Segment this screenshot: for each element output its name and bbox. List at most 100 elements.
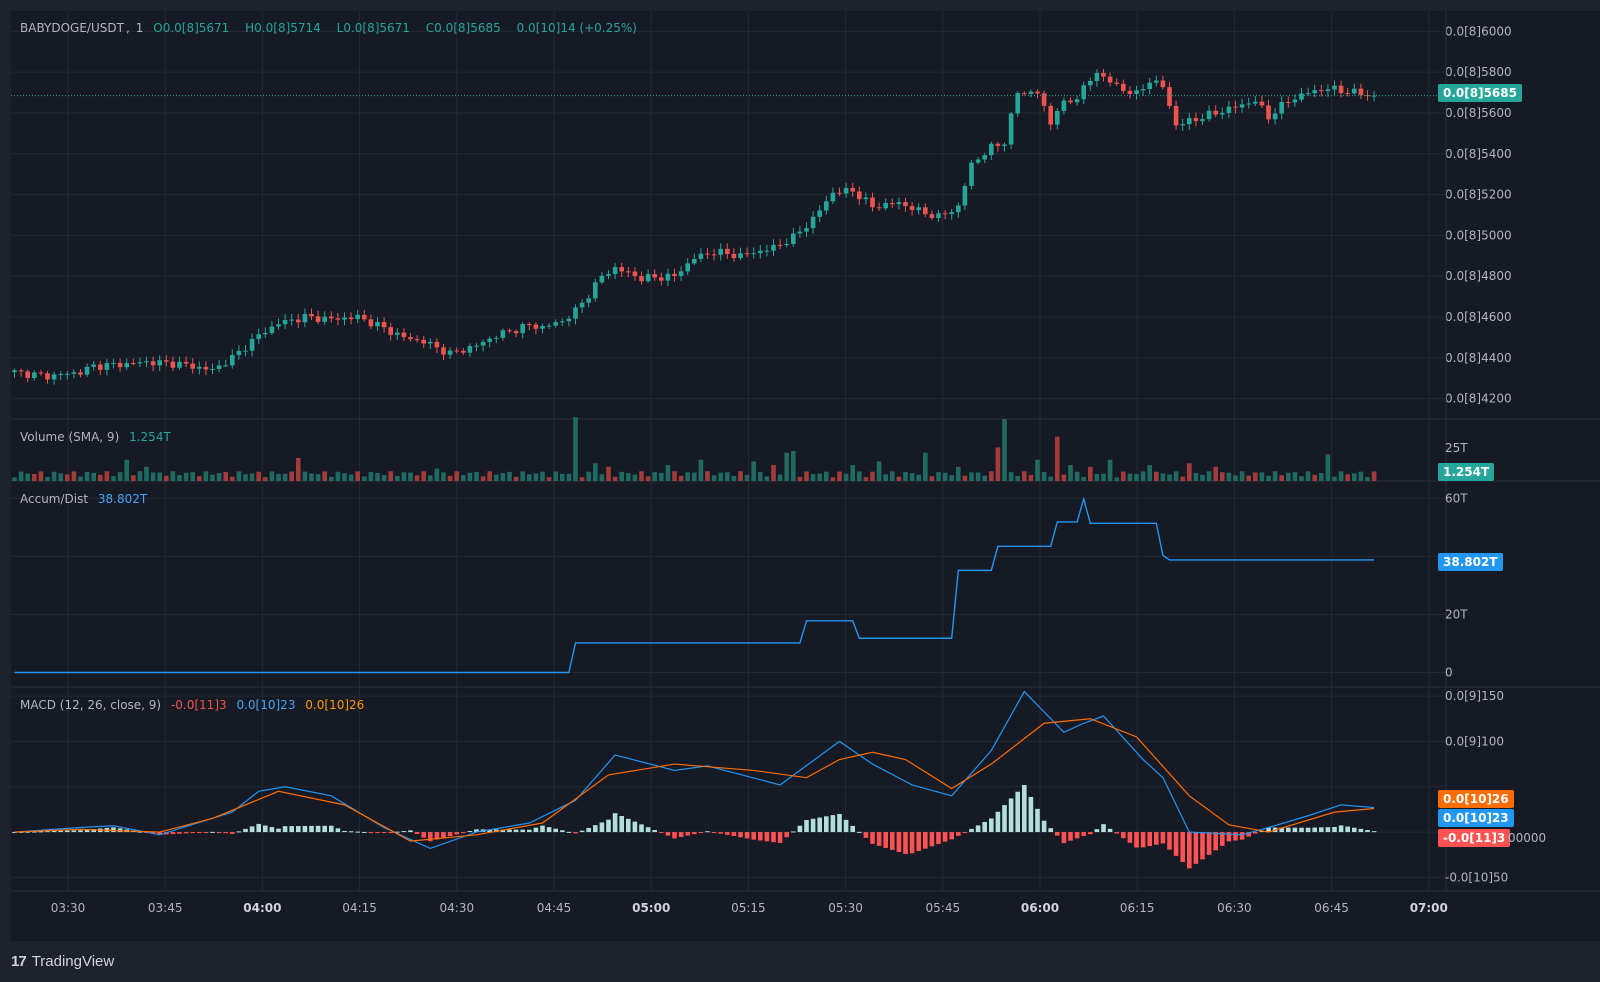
candle-body	[1015, 93, 1020, 114]
candle-body	[751, 253, 756, 255]
macd-histogram-bar	[111, 827, 116, 833]
macd-histogram-bar	[230, 832, 235, 834]
volume-legend: Volume (SMA, 9) 1.254T	[20, 430, 177, 444]
brand-name[interactable]: TradingView	[31, 952, 115, 970]
interval-label[interactable]: 1	[135, 21, 144, 35]
candle-body	[269, 326, 275, 333]
macd-line	[14, 690, 1375, 850]
volume-bar	[368, 472, 374, 481]
candle-body	[480, 341, 486, 346]
candle-body	[1213, 110, 1218, 115]
macd-histogram-bar	[685, 832, 690, 836]
candle-body	[71, 372, 77, 374]
candle-body	[322, 316, 327, 322]
volume-bar	[923, 452, 928, 481]
macd-histogram-bar	[586, 827, 591, 833]
candle-body	[1246, 103, 1251, 105]
candle-body	[593, 282, 598, 299]
x-tick-label: 05:00	[632, 901, 670, 915]
volume-bar	[956, 466, 961, 481]
macd-histogram-bar	[276, 828, 281, 833]
macd-histogram-bar	[705, 831, 710, 833]
volume-bar	[12, 477, 17, 481]
volume-bar	[962, 475, 968, 481]
volume-bar	[401, 472, 407, 481]
macd-histogram-bar	[1371, 831, 1377, 833]
candle-body	[329, 316, 334, 319]
macd-histogram-bar	[975, 825, 981, 833]
candle-body	[969, 162, 974, 187]
candle-body	[777, 244, 783, 246]
volume-bar	[527, 474, 532, 481]
candle-body	[784, 244, 789, 246]
macd-histogram-bar	[1121, 832, 1126, 839]
candle-body	[249, 338, 255, 351]
macd-histogram-bar	[474, 829, 479, 833]
x-tick-label: 03:30	[51, 901, 86, 915]
volume-bar	[467, 472, 473, 481]
volume-bar	[164, 475, 169, 481]
macd-histogram-bar	[322, 825, 327, 833]
candle-body	[645, 274, 651, 282]
volume-bar	[98, 474, 103, 481]
candle-body	[560, 321, 565, 323]
candle-body	[1048, 105, 1053, 125]
volume-bar	[1008, 472, 1014, 481]
volume-bar	[414, 475, 420, 481]
chart-canvas[interactable]: 03:30 03:45 04:00 04:15 04:30 04:45 05:00 05:15…	[11, 11, 1600, 941]
volume-bar	[236, 471, 242, 481]
candle-body	[447, 350, 453, 355]
volume-bar	[863, 477, 869, 481]
macd-histogram-bar	[329, 825, 334, 833]
symbol-name[interactable]: BABYDOGE/USDT	[20, 21, 124, 35]
price-tick-label: 0.0[8]5600	[1445, 106, 1512, 120]
candle-body	[1167, 87, 1172, 106]
volume-bar	[276, 473, 281, 481]
macd-label[interactable]: MACD (12, 26, close, 9)	[20, 698, 162, 712]
volume-bar	[243, 474, 248, 481]
volume-bar	[751, 461, 756, 481]
macd-histogram-bar	[1035, 808, 1040, 833]
price-tick-label: 0.0[8]5800	[1445, 65, 1512, 79]
volume-bar	[758, 472, 763, 481]
macd-histogram-bar	[1022, 785, 1027, 833]
candle-body	[923, 207, 928, 215]
last-price-badge: 0.0[8]5685	[1438, 84, 1522, 102]
macd-histogram-bar	[71, 830, 77, 833]
volume-bar	[718, 472, 723, 481]
price-tick-label: 0.0[8]5400	[1445, 147, 1512, 161]
macd-histogram-bar	[725, 832, 730, 835]
candle-body	[1325, 89, 1331, 92]
macd-histogram-bar	[1305, 827, 1311, 833]
macd-histogram-bar	[1147, 832, 1152, 847]
candle-body	[51, 374, 57, 380]
candle-body	[975, 159, 981, 163]
volume-bar	[975, 472, 981, 481]
macd-histogram-bar	[38, 831, 44, 833]
candle-body	[289, 319, 294, 321]
volume-label[interactable]: Volume (SMA, 9)	[20, 430, 120, 444]
volume-bar	[784, 452, 789, 481]
volume-bar	[804, 471, 809, 481]
volume-bar	[1200, 474, 1205, 481]
macd-histogram-bar	[91, 829, 96, 833]
candle-body	[725, 248, 730, 254]
tradingview-logo-icon[interactable]: 17	[11, 952, 27, 970]
candle-body	[520, 324, 525, 334]
macd-histogram-bar	[513, 829, 519, 833]
macd-histogram-bar	[263, 825, 268, 833]
candle-body	[692, 258, 697, 264]
macd-histogram-bar	[1319, 827, 1324, 833]
low-value: 0.0[8]5671	[343, 21, 410, 35]
volume-bar	[1272, 471, 1278, 481]
macd-histogram-bar	[870, 832, 875, 844]
ad-label[interactable]: Accum/Dist	[20, 492, 89, 506]
candle-body	[870, 197, 875, 208]
macd-histogram-bar	[672, 832, 677, 839]
candle-body	[1292, 99, 1298, 103]
volume-bar	[817, 473, 822, 481]
macd-histogram-bar	[1061, 832, 1067, 844]
x-tick-label: 06:15	[1120, 901, 1155, 915]
candle-body	[513, 331, 519, 334]
macd-histogram-bar	[236, 831, 242, 833]
